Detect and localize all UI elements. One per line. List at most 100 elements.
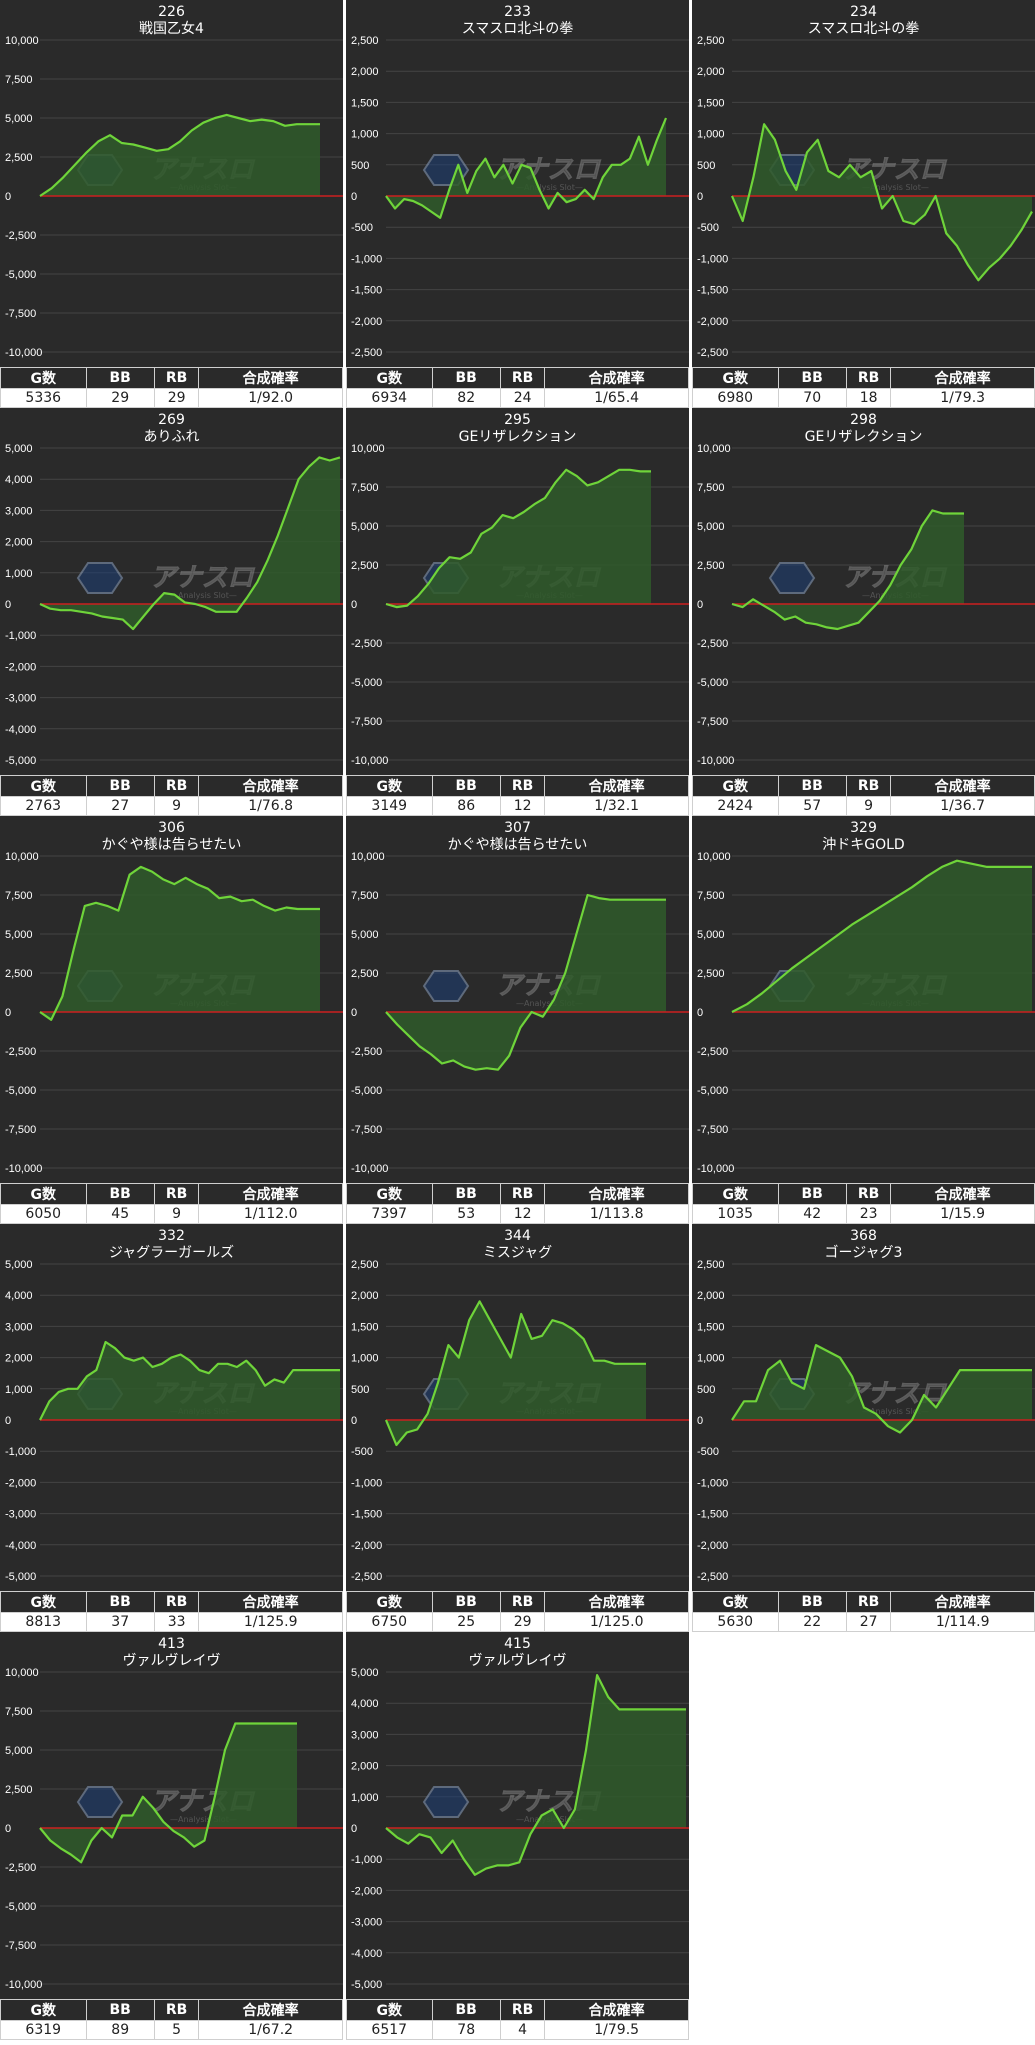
stats-value-rate: 1/36.7 [890,796,1035,816]
machine-title: ありふれ [143,429,200,445]
y-tick-label: -2,500 [351,1571,382,1583]
y-tick-label: 7,500 [351,482,379,494]
y-tick-label: -2,500 [697,638,728,650]
y-tick-label: 4,000 [351,1698,379,1710]
area-fill [386,895,666,1070]
y-tick-label: 2,500 [697,35,725,47]
y-tick-label: -2,500 [697,1571,728,1583]
y-tick-label: 2,000 [351,66,379,78]
y-tick-label: 3,000 [351,1729,379,1741]
chart-area: 368 ゴージャグ3 2,500 2,000 1,500 1,000 500 0 -500 -1,… [692,1224,1035,1591]
stats-header-bb: BB [85,367,155,389]
y-tick-label: -7,500 [5,1940,36,1952]
stats-header-rate: 合成確率 [544,775,689,797]
y-tick-label: 2,500 [697,1259,725,1271]
y-tick-label: -10,000 [5,347,42,359]
machine-title: ゴージャグ3 [824,1245,903,1261]
chart-area: 298 GEリザレクション 10,000 7,500 5,000 2,500 0 -2,500… [692,408,1035,775]
y-tick-label: -2,500 [697,347,728,359]
stats-value-bb: 25 [431,1612,501,1632]
y-tick-label: 3,000 [5,1321,33,1333]
machine-title: GEリザレクション [804,429,923,445]
stats-header-g: G数 [0,367,87,389]
stats-header-rb: RB [845,1183,892,1205]
stats-table: G数 BB RB 合成確率 1035 42 23 1/15.9 [692,1183,1035,1224]
y-tick-label: -10,000 [5,1163,42,1175]
machine-title: スマスロ北斗の拳 [461,21,574,37]
y-tick-label: 1,500 [697,1321,725,1333]
y-tick-label: -4,000 [5,724,36,736]
chart-svg: 5,000 4,000 3,000 2,000 1,000 0 -1,000 -2,000 -3… [5,443,343,767]
chart-panel: 234 スマスロ北斗の拳 2,500 2,000 1,500 1,000 500 0 -500 -… [692,0,1035,408]
stats-header-rb: RB [153,1591,200,1613]
y-tick-label: 0 [351,599,357,611]
y-tick-label: -500 [351,222,373,234]
stats-table: G数 BB RB 合成確率 2763 27 9 1/76.8 [0,775,343,816]
machine-number: 413 [158,1636,185,1652]
stats-value-rate: 1/112.0 [198,1204,343,1224]
watermark-brand: アナスロ [150,563,255,593]
y-tick-label: -2,500 [5,230,36,242]
series-line [39,113,320,197]
logo-hexagon-icon [422,1786,470,1818]
y-tick-label: -5,000 [697,677,728,689]
y-tick-label: -5,000 [5,755,36,767]
watermark-subtitle: —Analysis Slot— [516,999,583,1008]
y-tick-label: 10,000 [5,1667,39,1679]
stats-header-bb: BB [777,775,847,797]
chart-svg: 10,000 7,500 5,000 2,500 0 -2,500 -5,000 -7,500… [697,851,1035,1175]
stats-header-rate: 合成確率 [198,1999,343,2021]
y-tick-label: -3,000 [5,1509,36,1521]
y-tick-label: 2,500 [697,968,725,980]
stats-value-rb: 9 [845,796,892,816]
stats-value-rate: 1/32.1 [544,796,689,816]
y-tick-label: 1,500 [351,1321,379,1333]
machine-title: ジャグラーガールズ [108,1245,235,1261]
chart-svg: 2,500 2,000 1,500 1,000 500 0 -500 -1,000 -1,500… [697,1259,1035,1583]
stats-value-rate: 1/114.9 [890,1612,1035,1632]
y-tick-label: -500 [697,1446,719,1458]
stats-value-rb: 5 [153,2020,200,2040]
y-tick-label: 3,000 [5,505,33,517]
y-tick-label: 5,000 [5,443,33,455]
chart-area: 234 スマスロ北斗の拳 2,500 2,000 1,500 1,000 500 0 -500 -… [692,0,1035,367]
stats-value-g: 5336 [0,388,87,408]
y-tick-label: 1,000 [5,1384,33,1396]
y-tick-label: 0 [5,1007,11,1019]
y-tick-label: 0 [351,1415,357,1427]
y-tick-label: 1,000 [351,1353,379,1365]
stats-header-g: G数 [692,1591,779,1613]
stats-header-bb: BB [431,775,501,797]
machine-title: ミスジャグ [482,1245,553,1261]
y-tick-label: -2,500 [351,347,382,359]
y-tick-label: 4,000 [5,474,33,486]
stats-value-rb: 9 [153,1204,200,1224]
y-tick-label: -7,500 [5,1124,36,1136]
machine-number: 344 [504,1228,531,1244]
stats-header-rb: RB [499,1591,546,1613]
y-tick-label: 2,500 [5,968,33,980]
stats-header-rate: 合成確率 [890,1183,1035,1205]
stats-table: G数 BB RB 合成確率 5630 22 27 1/114.9 [692,1591,1035,1632]
y-tick-label: 7,500 [697,482,725,494]
chart-svg: 10,000 7,500 5,000 2,500 0 -2,500 -5,000 -7,500… [697,443,1035,767]
series-line [384,1300,646,1447]
chart-area: 233 スマスロ北斗の拳 2,500 2,000 1,500 1,000 500 0 -500 -… [346,0,689,367]
y-tick-label: 1,000 [697,1353,725,1365]
y-tick-label: 0 [5,191,11,203]
chart-area: 295 GEリザレクション 10,000 7,500 5,000 2,500 0 -2,500… [346,408,689,775]
y-tick-label: 0 [697,1415,703,1427]
y-tick-label: -2,500 [5,1046,36,1058]
y-tick-label: -7,500 [351,716,382,728]
y-tick-label: 5,000 [697,521,725,533]
machine-number: 368 [850,1228,877,1244]
stats-value-rate: 1/76.8 [198,796,343,816]
machine-number: 295 [504,412,531,428]
machine-title: ヴァルヴレイヴ [468,1653,567,1669]
stats-header-rate: 合成確率 [544,1183,689,1205]
stats-header-rb: RB [499,1999,546,2021]
stats-value-bb: 22 [777,1612,847,1632]
stats-table: G数 BB RB 合成確率 6750 25 29 1/125.0 [346,1591,689,1632]
stats-value-rate: 1/79.3 [890,388,1035,408]
chart-svg: 10,000 7,500 5,000 2,500 0 -2,500 -5,000 -7,500… [5,851,343,1175]
